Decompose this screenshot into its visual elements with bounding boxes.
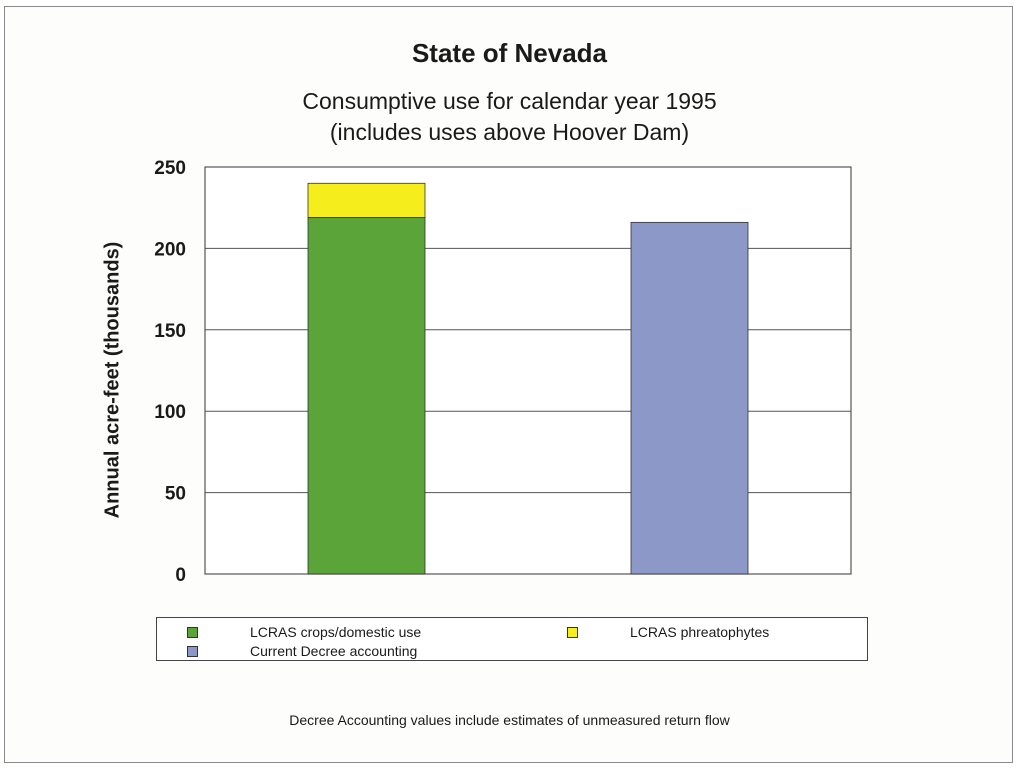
legend-label-decree: Current Decree accounting xyxy=(250,643,418,659)
bar-1-series-2 xyxy=(630,221,749,575)
y-tick-label-100: 100 xyxy=(154,402,186,423)
y-tick-label-200: 200 xyxy=(154,239,186,260)
subtitle-line-1: Consumptive use for calendar year 1995 xyxy=(302,88,717,114)
chart-title: State of Nevada xyxy=(411,38,608,68)
legend-label-crops: LCRAS crops/domestic use xyxy=(250,624,422,640)
legend-label-phreatophytes: LCRAS phreatophytes xyxy=(630,624,770,640)
legend-swatch-decree xyxy=(187,645,198,657)
subtitle-line-2: (includes uses above Hoover Dam) xyxy=(329,119,690,145)
legend-item-crops: LCRAS crops/domestic use xyxy=(187,624,421,640)
legend-swatch-phreatophytes xyxy=(567,626,578,638)
y-tick-label-0: 0 xyxy=(175,565,186,586)
legend-swatch-crops xyxy=(187,626,198,638)
footnote: Decree Accounting values include estimat… xyxy=(289,712,730,728)
bar-0-series-0 xyxy=(307,217,426,575)
plot-area xyxy=(204,166,852,575)
legend-item-decree: Current Decree accounting xyxy=(187,643,417,659)
y-tick-label-150: 150 xyxy=(154,321,186,342)
y-tick-label-50: 50 xyxy=(165,484,186,505)
legend-item-phreatophytes: LCRAS phreatophytes xyxy=(567,624,769,640)
y-tick-label-250: 250 xyxy=(154,158,186,179)
legend: LCRAS crops/domestic use LCRAS phreatoph… xyxy=(156,617,868,661)
chart-subtitle: Consumptive use for calendar year 1995 (… xyxy=(0,86,1019,148)
bar-0-series-1 xyxy=(307,182,426,218)
